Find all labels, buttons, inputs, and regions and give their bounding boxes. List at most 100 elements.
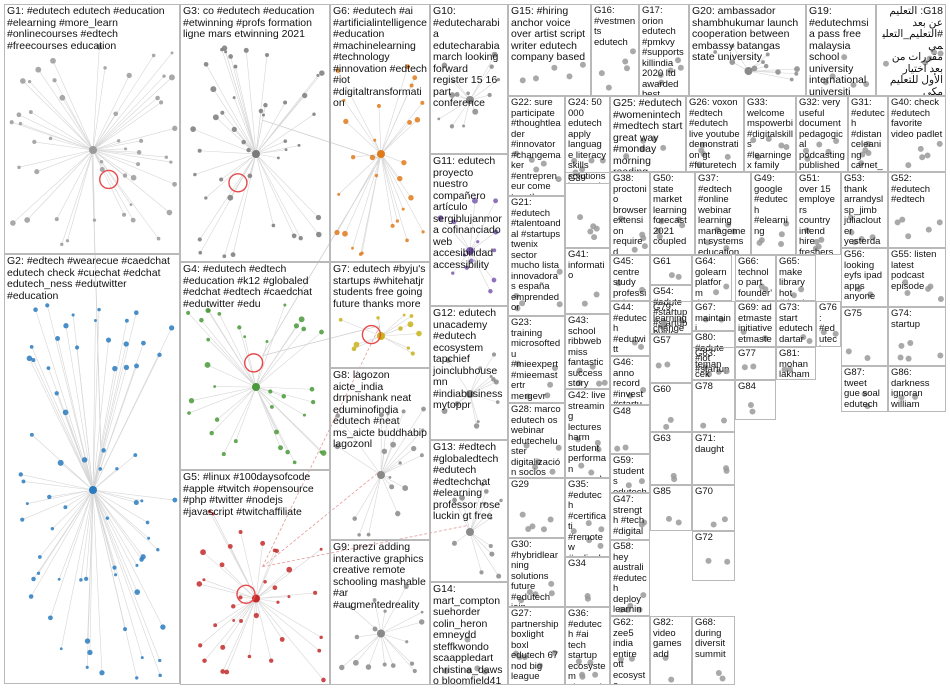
node-link	[380, 611, 423, 634]
node-link	[92, 489, 164, 628]
node-link	[243, 141, 257, 155]
node-link	[92, 149, 134, 178]
group-g9: G9: prezi adding interactive graphics cr…	[330, 540, 430, 685]
node	[316, 231, 322, 238]
group-g74: G74: startup	[888, 307, 946, 366]
node	[136, 150, 142, 155]
node	[247, 654, 252, 659]
node-link	[255, 598, 283, 640]
node-link	[376, 153, 382, 176]
group-g44: G44: #edutech #edutwitt wendype google c…	[610, 301, 650, 356]
node	[169, 160, 173, 164]
hub-node	[377, 629, 385, 638]
node-link	[30, 111, 94, 151]
node-link	[380, 153, 398, 222]
node	[116, 139, 121, 143]
node-link	[92, 320, 96, 491]
group-label: G79: learning change inevitab	[653, 302, 687, 334]
node	[265, 339, 269, 344]
node	[272, 548, 277, 553]
node-link	[92, 343, 127, 491]
node	[338, 317, 343, 322]
hub-node	[377, 332, 385, 340]
node	[213, 623, 218, 628]
node-link	[92, 113, 116, 151]
node	[172, 181, 177, 187]
group-g64: G64: golearn platform thousands opportun…	[692, 255, 732, 301]
group-label: G32: very useful document pedagogical po…	[799, 97, 845, 171]
node	[233, 64, 238, 69]
node	[147, 536, 151, 540]
node-link	[224, 48, 257, 155]
node-link	[92, 97, 158, 151]
node-link	[11, 121, 94, 151]
group-g17: G17: orion edutech #pmkvy #supportskilli…	[639, 4, 689, 96]
group-label: G6: #edutech #ai #artificialintelligence…	[333, 5, 427, 109]
node	[591, 234, 598, 241]
node	[749, 408, 756, 415]
node-link	[57, 338, 94, 491]
node-link	[60, 462, 94, 491]
node-link	[92, 149, 140, 153]
hub-node	[744, 67, 753, 75]
node	[351, 246, 354, 250]
node	[17, 165, 21, 170]
node	[263, 102, 268, 108]
node	[587, 228, 594, 235]
group-label: G61	[653, 256, 671, 267]
node	[936, 140, 943, 147]
group-g79: G79: learning change inevitab	[650, 301, 692, 334]
node	[130, 174, 137, 181]
node	[519, 511, 526, 518]
node-link	[188, 386, 257, 414]
node	[228, 54, 234, 59]
node	[451, 271, 455, 275]
node	[705, 557, 712, 564]
node	[260, 540, 266, 546]
node-link	[215, 117, 257, 155]
node-link	[255, 341, 268, 388]
group-g84: G84	[735, 380, 776, 420]
node-link	[244, 336, 257, 388]
node	[123, 627, 128, 632]
node-link	[380, 474, 391, 478]
node-link	[748, 68, 755, 72]
node-link	[92, 140, 142, 151]
node	[123, 341, 129, 347]
node-link	[92, 489, 161, 676]
node-link	[469, 531, 499, 577]
node-link	[56, 393, 94, 491]
hub-node	[466, 528, 474, 536]
node	[342, 230, 348, 237]
node-link	[255, 153, 274, 226]
node-link	[235, 386, 257, 442]
node	[337, 192, 341, 196]
node	[405, 640, 409, 644]
node-link	[245, 50, 257, 155]
node	[213, 385, 217, 388]
node	[663, 423, 670, 430]
node-link	[377, 317, 382, 337]
node	[479, 570, 484, 575]
node	[491, 277, 497, 283]
node	[473, 423, 480, 429]
node	[419, 453, 424, 458]
node-link	[205, 64, 257, 155]
group-label: G67: maintaini convers around #antibull	[695, 302, 731, 331]
group-g62: G62: zee5 india entire ott ecosyste harv…	[610, 616, 650, 685]
self-loop-node	[361, 324, 382, 345]
group-g59: G59: students edutech ulesso garve simsh…	[610, 454, 650, 493]
node-link	[224, 153, 257, 257]
node-link	[345, 121, 382, 155]
node	[31, 358, 36, 363]
node	[519, 77, 526, 84]
group-label: G39	[568, 173, 586, 184]
group-label: G49: google #edutech #elearning	[754, 173, 788, 237]
node	[598, 70, 605, 77]
node	[584, 593, 591, 600]
node	[317, 648, 322, 653]
node-link	[748, 70, 779, 73]
node	[199, 317, 204, 323]
node	[593, 291, 600, 298]
node	[133, 453, 138, 457]
